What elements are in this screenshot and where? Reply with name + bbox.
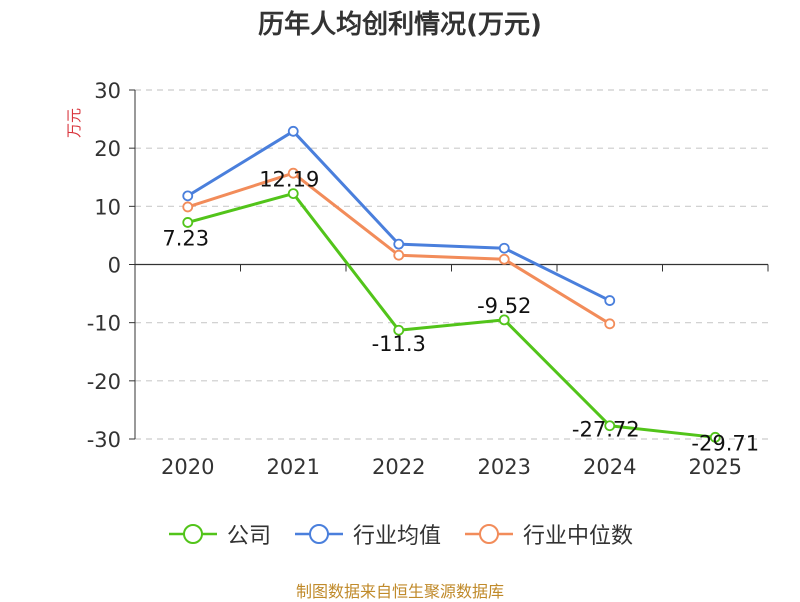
source-note: 制图数据来自恒生聚源数据库 — [295, 582, 504, 601]
y-tick-label: 30 — [94, 79, 121, 103]
data-point — [393, 249, 405, 261]
x-tick-label: 2022 — [372, 455, 425, 479]
y-tick-label: 0 — [108, 254, 121, 278]
y-tick-label: 10 — [94, 195, 121, 219]
data-point — [182, 190, 194, 202]
data-label: -9.52 — [477, 294, 531, 318]
data-point — [604, 420, 616, 432]
data-point — [287, 188, 299, 199]
legend-label: 行业中位数 — [523, 524, 634, 549]
y-axis-title: 万元 — [65, 108, 83, 138]
data-point — [498, 253, 510, 265]
legend-circle — [308, 524, 329, 544]
data-point — [604, 318, 616, 330]
legend-item[interactable]: 公司 — [167, 518, 271, 550]
data-label: -11.3 — [372, 332, 426, 356]
legend-item[interactable]: 行业均值 — [293, 518, 441, 550]
y-tick-label: -10 — [87, 312, 121, 336]
data-point — [498, 242, 510, 254]
x-tick-label: 2024 — [583, 455, 636, 479]
x-tick-label: 2023 — [478, 455, 531, 479]
y-tick-label: 20 — [94, 137, 121, 161]
axes: 30 20 10 0 -10 -20 -30 万元 2020 2021 2022 2023 2024 20… — [65, 79, 769, 479]
data-label: -29.71 — [691, 431, 759, 455]
data-point — [287, 125, 299, 137]
legend-marker-icon — [294, 524, 343, 544]
data-point — [709, 431, 721, 443]
data-point — [182, 201, 194, 213]
legend-marker-icon — [168, 524, 217, 544]
data-label: 7.23 — [162, 226, 209, 250]
series-lines — [182, 125, 721, 443]
x-tick-label: 2025 — [689, 455, 742, 479]
legend-circle — [182, 524, 203, 544]
y-tick-label: -20 — [87, 370, 121, 394]
chart-title: 历年人均创利情况(万元) — [258, 10, 542, 40]
data-point — [287, 167, 299, 179]
data-labels: 7.23 12.19 -11.3 -9.52 -27.72 -29.71 — [162, 168, 759, 456]
data-point — [393, 324, 405, 336]
data-point — [498, 314, 510, 326]
legend-item[interactable]: 行业中位数 — [463, 518, 633, 550]
legend-circle — [479, 524, 499, 544]
legend-label: 公司 — [226, 524, 271, 549]
series-line-0 — [187, 192, 716, 439]
legend: 公司 行业均值 行业中位数 — [0, 518, 800, 550]
y-tick-label: -30 — [87, 428, 121, 452]
data-point — [604, 295, 616, 306]
data-label: -27.72 — [572, 418, 640, 442]
legend-label: 行业均值 — [352, 524, 441, 549]
data-point — [393, 238, 405, 250]
x-tick-label: 2020 — [161, 455, 214, 479]
data-label: 12.19 — [259, 168, 319, 192]
series-line-1 — [186, 129, 611, 302]
legend-marker-icon — [465, 524, 513, 544]
data-point — [182, 217, 194, 228]
x-tick-label: 2021 — [267, 455, 320, 479]
